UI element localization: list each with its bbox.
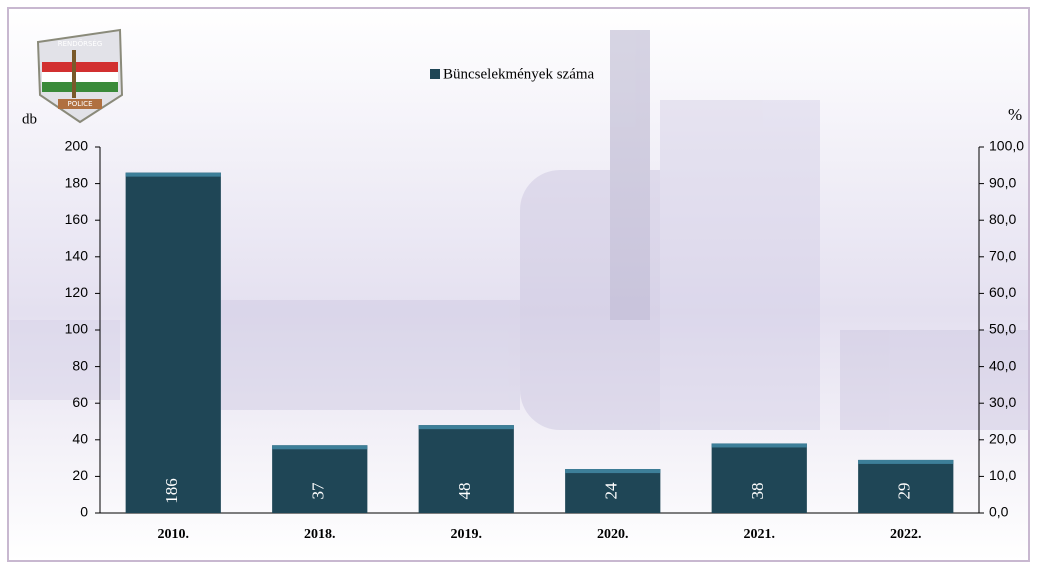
y2-tick-label: 20,0 (989, 431, 1016, 447)
y2-tick-label: 70,0 (989, 248, 1016, 264)
x-tick-label: 2019. (451, 527, 483, 542)
bar (418, 425, 514, 513)
y-tick-label: 20 (72, 467, 88, 483)
bar-highlight (565, 469, 661, 474)
x-tick-label: 2021. (744, 527, 776, 542)
logo: RENDŐRSÉG POLICE (36, 28, 124, 124)
bar-highlight (711, 443, 807, 448)
y2-tick-label: 30,0 (989, 394, 1016, 410)
y-tick-label: 100 (65, 321, 89, 337)
y-tick-label: 0 (80, 504, 88, 520)
x-tick-label: 2010. (158, 527, 190, 542)
value-label: 24 (602, 482, 621, 500)
value-label: 48 (455, 483, 474, 500)
bar (858, 459, 954, 513)
bar (272, 445, 368, 513)
y-tick-label: 60 (72, 394, 88, 410)
y-tick-label: 40 (72, 431, 88, 447)
x-tick-label: 2022. (890, 527, 922, 542)
y2-axis-label: % (1008, 105, 1022, 124)
bar (711, 443, 807, 513)
y-tick-label: 200 (65, 138, 89, 154)
legend-swatch (430, 69, 440, 79)
value-label: 37 (309, 482, 328, 500)
x-tick-label: 2018. (304, 527, 336, 542)
y-tick-label: 120 (65, 284, 89, 300)
y2-tick-label: 80,0 (989, 211, 1016, 227)
y-tick-label: 160 (65, 211, 89, 227)
y-axis-label: db (22, 111, 37, 127)
x-tick-label: 2020. (597, 527, 629, 542)
bar-highlight (858, 459, 954, 464)
value-label: 186 (162, 478, 181, 504)
bar (565, 469, 661, 513)
y2-tick-label: 60,0 (989, 284, 1016, 300)
logo-bottom: POLICE (67, 100, 92, 108)
y2-tick-label: 40,0 (989, 357, 1016, 373)
y2-tick-label: 0,0 (989, 504, 1009, 520)
y-tick-label: 80 (72, 357, 88, 373)
value-label: 29 (895, 483, 914, 500)
value-label: 38 (748, 483, 767, 500)
y2-tick-label: 10,0 (989, 467, 1016, 483)
y2-tick-label: 100,0 (989, 138, 1024, 154)
background-buildings (10, 30, 1030, 430)
legend-label: Büncselekmények száma (443, 66, 595, 82)
y2-tick-label: 50,0 (989, 321, 1016, 337)
bar-highlight (418, 425, 514, 430)
bar-highlight (125, 172, 221, 177)
bar (125, 172, 221, 513)
y-tick-label: 180 (65, 174, 89, 190)
logo-top: RENDŐRSÉG (58, 39, 103, 48)
y2-tick-label: 90,0 (989, 174, 1016, 190)
y-tick-label: 140 (65, 248, 89, 264)
bar-highlight (272, 445, 368, 450)
